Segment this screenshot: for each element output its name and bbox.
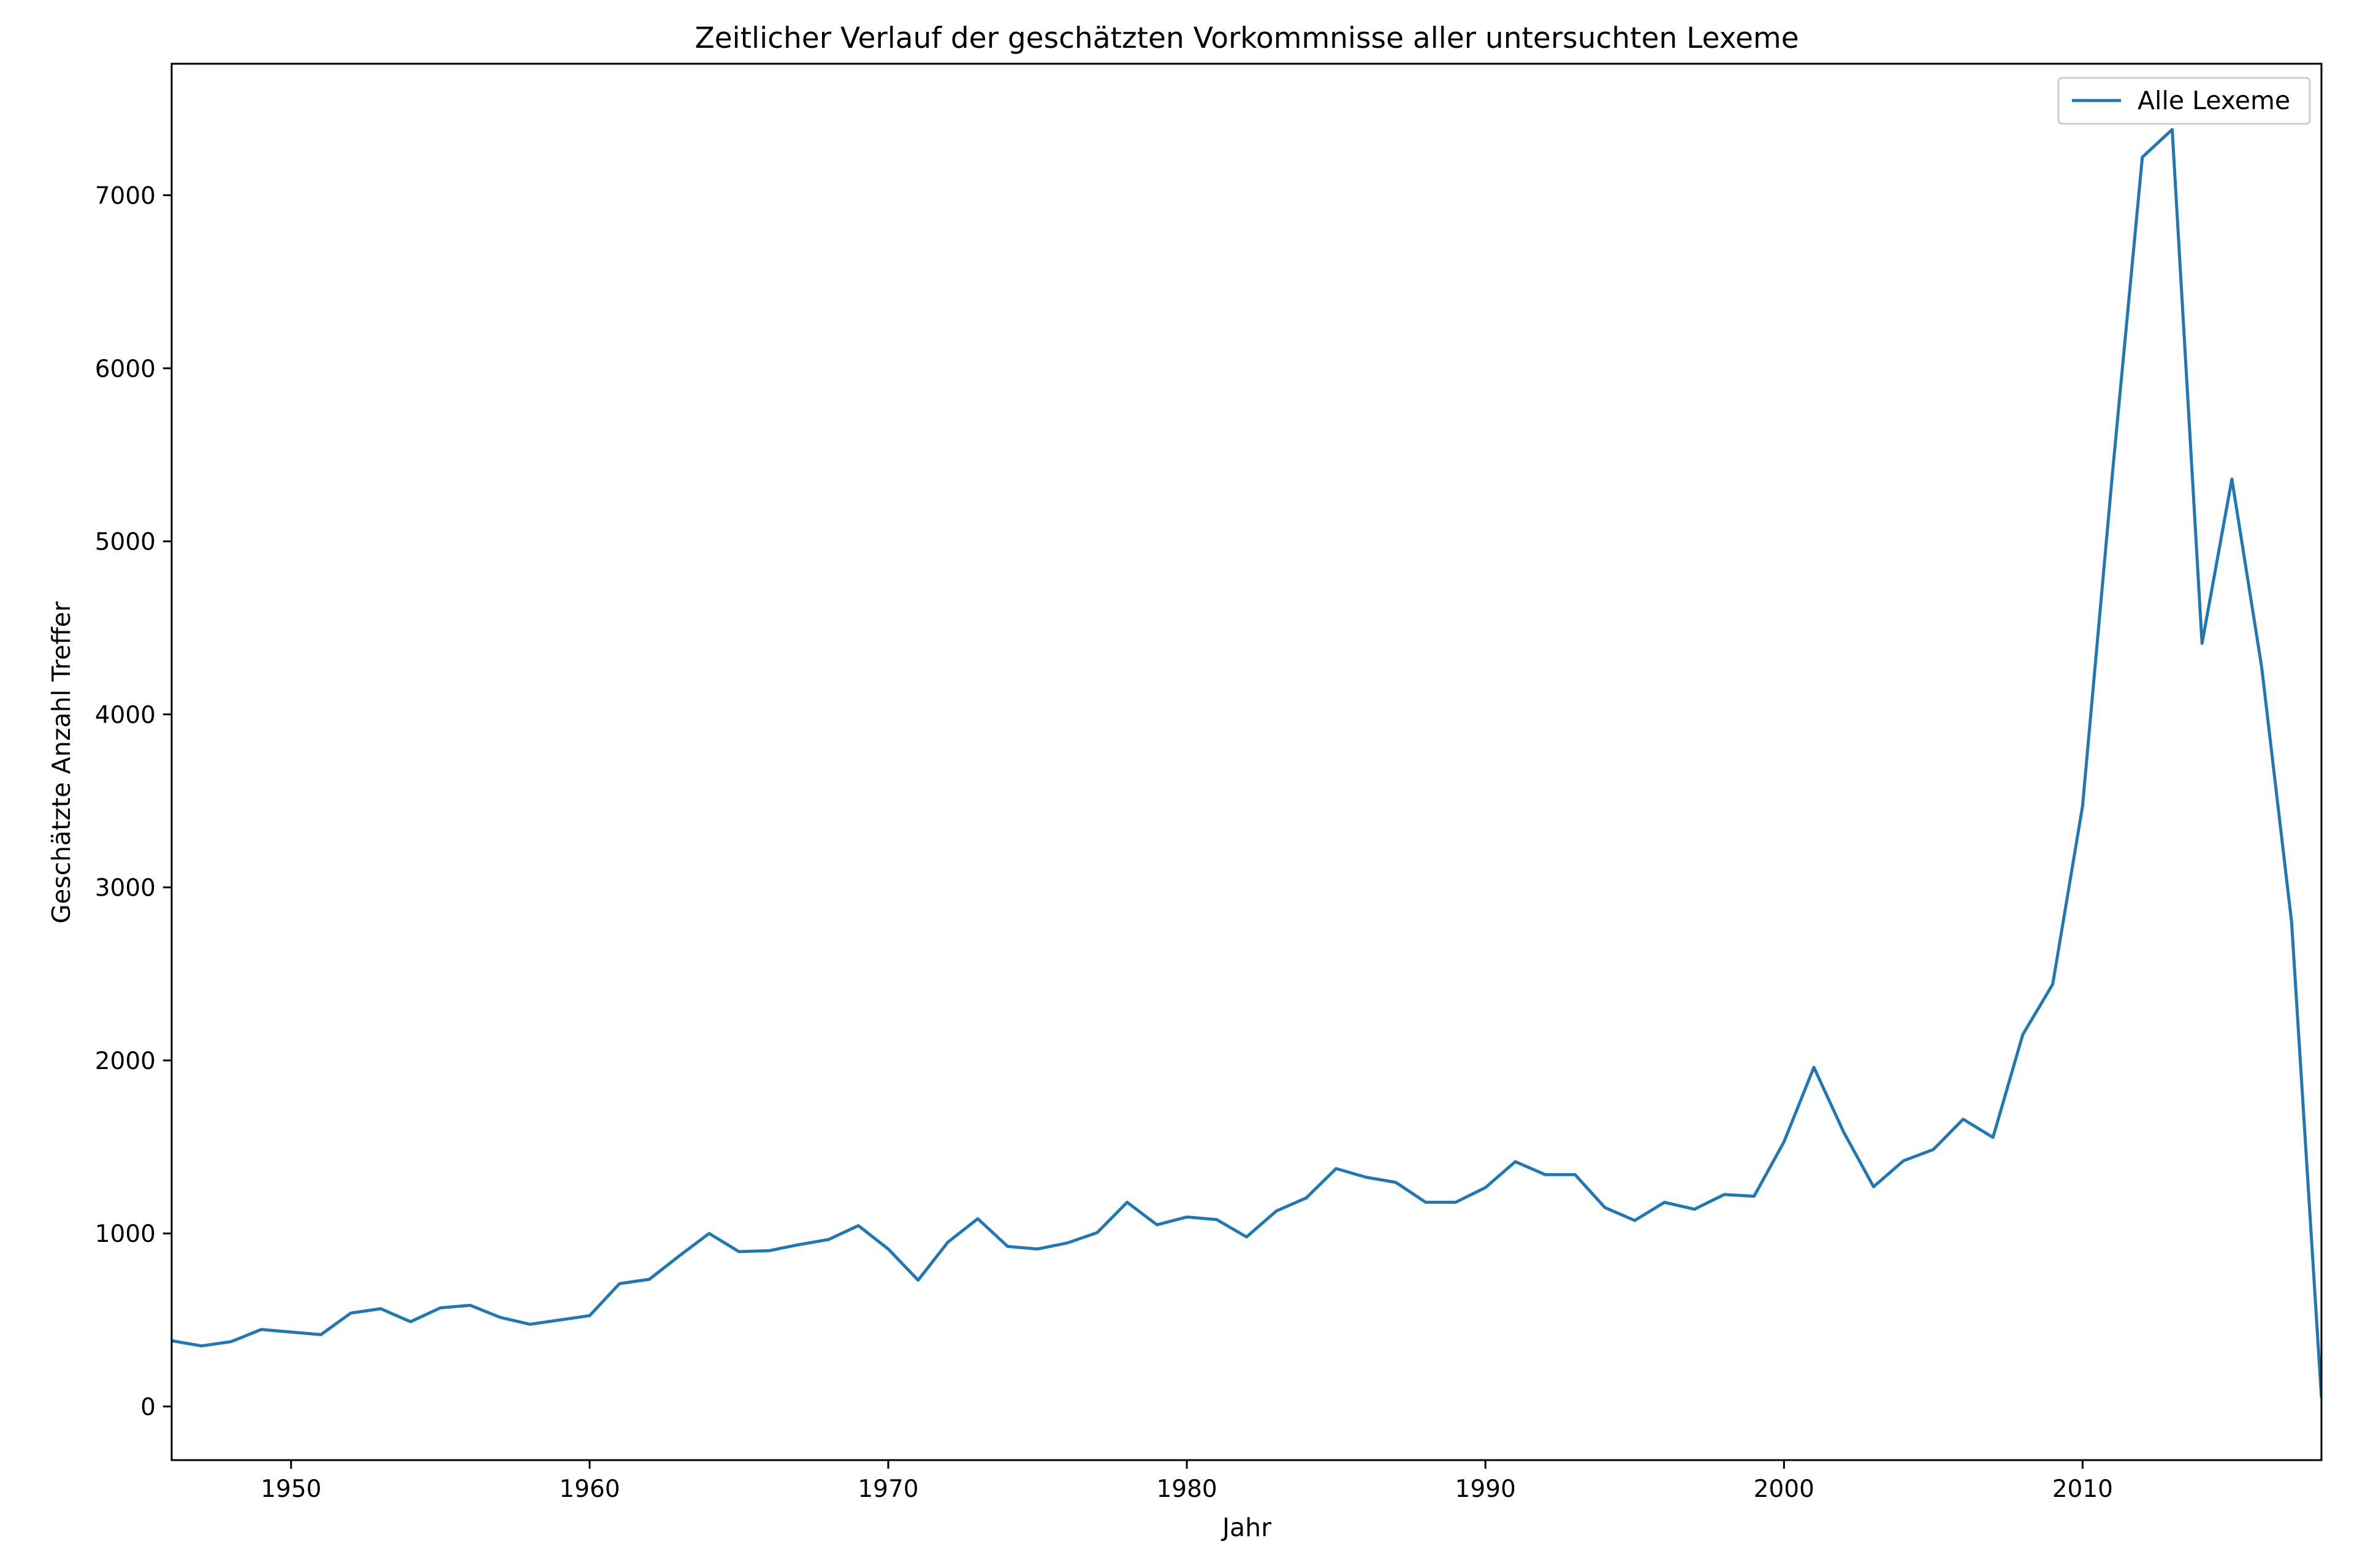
chart-title: Zeitlicher Verlauf der geschätzten Vorko… bbox=[695, 21, 1799, 55]
y-tick-label: 7000 bbox=[95, 183, 156, 210]
y-tick-label: 3000 bbox=[95, 875, 156, 902]
x-tick-label: 1980 bbox=[1156, 1475, 1217, 1503]
x-tick-label: 2000 bbox=[1754, 1475, 1814, 1503]
y-tick-label: 0 bbox=[140, 1393, 156, 1421]
x-axis-ticks: 1950 1960 1970 1980 1990 2000 2010 bbox=[261, 1460, 2113, 1503]
y-tick-label: 1000 bbox=[95, 1220, 156, 1248]
x-tick-label: 1990 bbox=[1455, 1475, 1516, 1503]
x-tick-label: 2010 bbox=[2052, 1475, 2113, 1503]
axes-frame bbox=[170, 63, 2323, 1461]
x-axis-label: Jahr bbox=[1220, 1513, 1271, 1542]
series-line bbox=[172, 127, 2321, 1398]
legend: Alle Lexeme bbox=[2057, 77, 2311, 125]
x-tick-label: 1970 bbox=[858, 1475, 918, 1503]
y-tick-label: 5000 bbox=[95, 528, 156, 556]
y-axis-ticks: 0 1000 2000 3000 4000 5000 6000 7000 bbox=[95, 183, 172, 1421]
legend-box bbox=[2057, 77, 2311, 125]
x-tick-label: 1950 bbox=[261, 1475, 321, 1503]
plot-area bbox=[172, 127, 2321, 1398]
y-tick-label: 2000 bbox=[95, 1048, 156, 1075]
y-tick-label: 6000 bbox=[95, 356, 156, 383]
x-tick-label: 1960 bbox=[559, 1475, 620, 1503]
y-axis-label: Geschätzte Anzahl Treffer bbox=[47, 601, 76, 924]
y-tick-label: 4000 bbox=[95, 701, 156, 729]
legend-label: Alle Lexeme bbox=[2138, 86, 2290, 115]
